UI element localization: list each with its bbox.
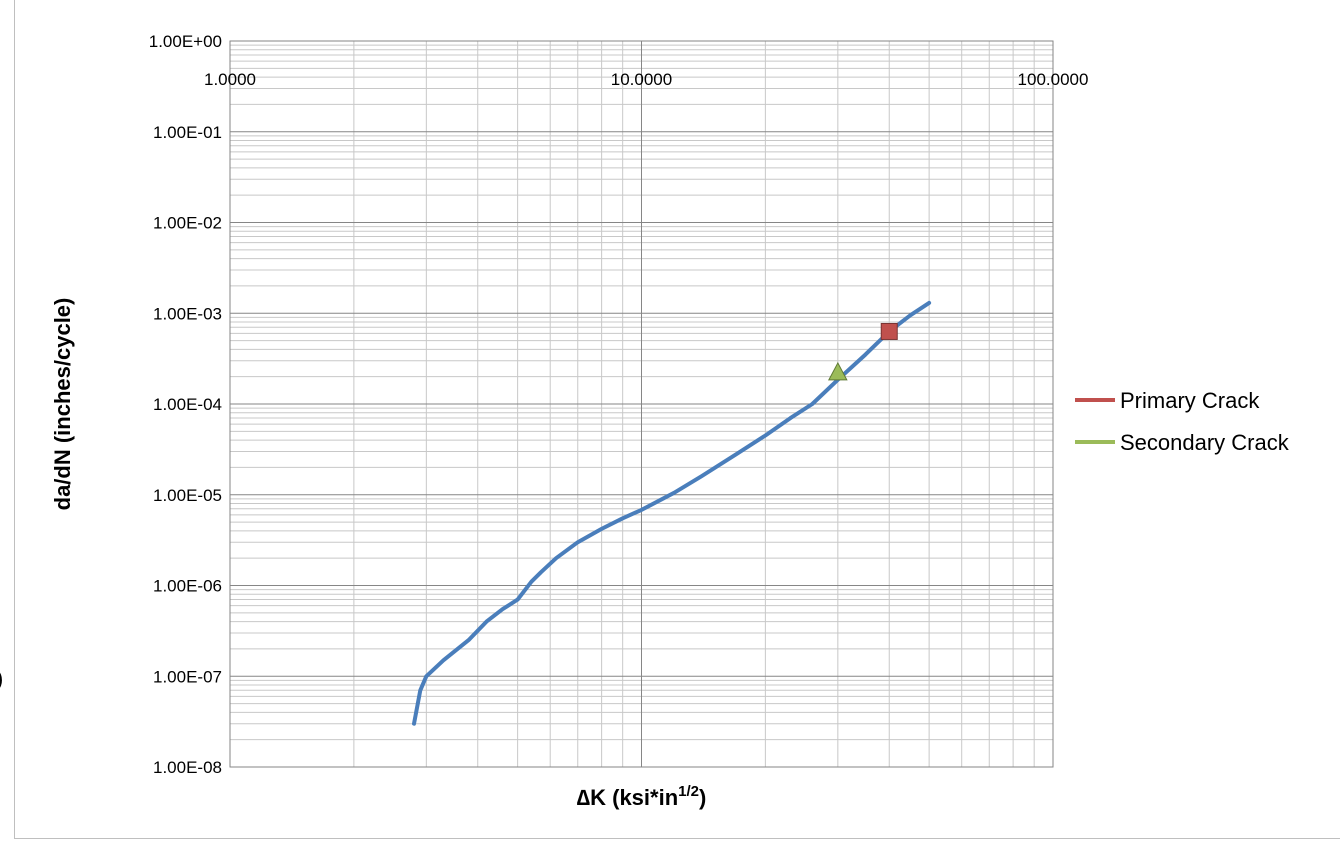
- chart-frame: [14, 0, 1340, 839]
- y-tick-label: 1.00E-01: [153, 123, 222, 142]
- y-axis-title: da/dN (inches/cycle): [50, 298, 75, 511]
- y-tick-labels: 1.00E+00 1.00E-01 1.00E-02 1.00E-03 1.00E-04…: [149, 32, 222, 777]
- x-tick-label: 100.0000: [1018, 70, 1089, 89]
- secondary-crack-marker: [828, 361, 848, 381]
- legend-label: Secondary Crack: [1120, 430, 1290, 455]
- major-gridlines: [230, 41, 1053, 767]
- x-axis-title-end: ): [699, 785, 706, 810]
- x-tick-labels: 1.0000 10.0000 100.0000: [204, 70, 1088, 89]
- x-axis-title: ∆K (ksi*in1/2): [577, 783, 707, 810]
- x-axis-title-superscript: 1/2: [678, 783, 699, 800]
- y-tick-label: 1.00E-03: [153, 304, 222, 323]
- y-tick-label: 1.00E-08: [153, 758, 222, 777]
- legend: Primary Crack Secondary Crack: [1075, 388, 1290, 455]
- legend-label: Primary Crack: [1120, 388, 1260, 413]
- y-tick-label: 1.00E-06: [153, 577, 222, 596]
- clipped-text-fragment: ): [0, 666, 3, 692]
- plot-area-border: [229, 40, 1054, 768]
- y-tick-label: 1.00E-02: [153, 214, 222, 233]
- series-line: [412, 300, 932, 726]
- y-tick-label: 1.00E-07: [153, 667, 222, 686]
- x-tick-label: 1.0000: [204, 70, 256, 89]
- series-markers: [828, 322, 898, 381]
- y-tick-label: 1.00E-04: [153, 395, 222, 414]
- y-tick-label: 1.00E+00: [149, 32, 222, 51]
- x-axis-title-main: ∆K (ksi*in: [577, 785, 678, 810]
- y-tick-label: 1.00E-05: [153, 486, 222, 505]
- primary-crack-marker: [880, 322, 898, 340]
- x-tick-label: 10.0000: [611, 70, 672, 89]
